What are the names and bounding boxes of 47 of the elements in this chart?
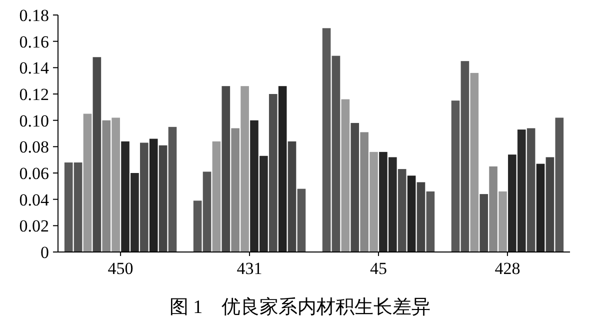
x-tick-label: 431 [236,259,262,278]
bar [526,128,536,252]
bar [536,164,545,252]
y-tick-label: 0.06 [19,164,49,183]
bar [140,142,148,252]
bar [212,141,221,252]
bar [102,120,111,252]
bar [168,126,177,252]
x-tick-label: 45 [370,259,387,278]
y-tick-label: 0.14 [19,58,50,78]
y-tick-label: 0.10 [19,111,49,130]
y-tick-label: 0.04 [19,190,50,210]
bar [370,152,378,252]
bar [407,176,416,252]
bar [149,138,158,252]
bar [498,191,507,252]
y-tick-label: 0 [40,242,49,262]
bar [222,86,230,252]
x-tick-label: 450 [108,259,134,278]
text: 图 1 优良家系内材积生长差异 [169,296,431,318]
bar [470,72,479,252]
bar [360,132,368,252]
x-tick-label: 428 [494,259,520,278]
bar [341,99,350,252]
bar [158,145,168,252]
bar [268,94,278,252]
bar [480,194,488,252]
y-tick-label: 0.12 [19,84,49,104]
bar [426,191,435,252]
y-tick-label: 0.08 [19,138,49,157]
bar [278,86,287,252]
bar [240,86,249,252]
bar [112,118,120,252]
bar [350,122,360,252]
bar [92,57,102,252]
bar [297,188,306,252]
y-tick-label: 0.02 [19,216,49,236]
bar [489,166,498,252]
bar [416,182,426,252]
bar [83,114,92,252]
bar [231,128,240,252]
bar [546,157,554,252]
bar [288,141,296,252]
bar [398,169,406,252]
bar [555,118,564,252]
y-tick-label: 0.18 [19,6,49,25]
y-tick-label: 0.16 [19,32,49,52]
